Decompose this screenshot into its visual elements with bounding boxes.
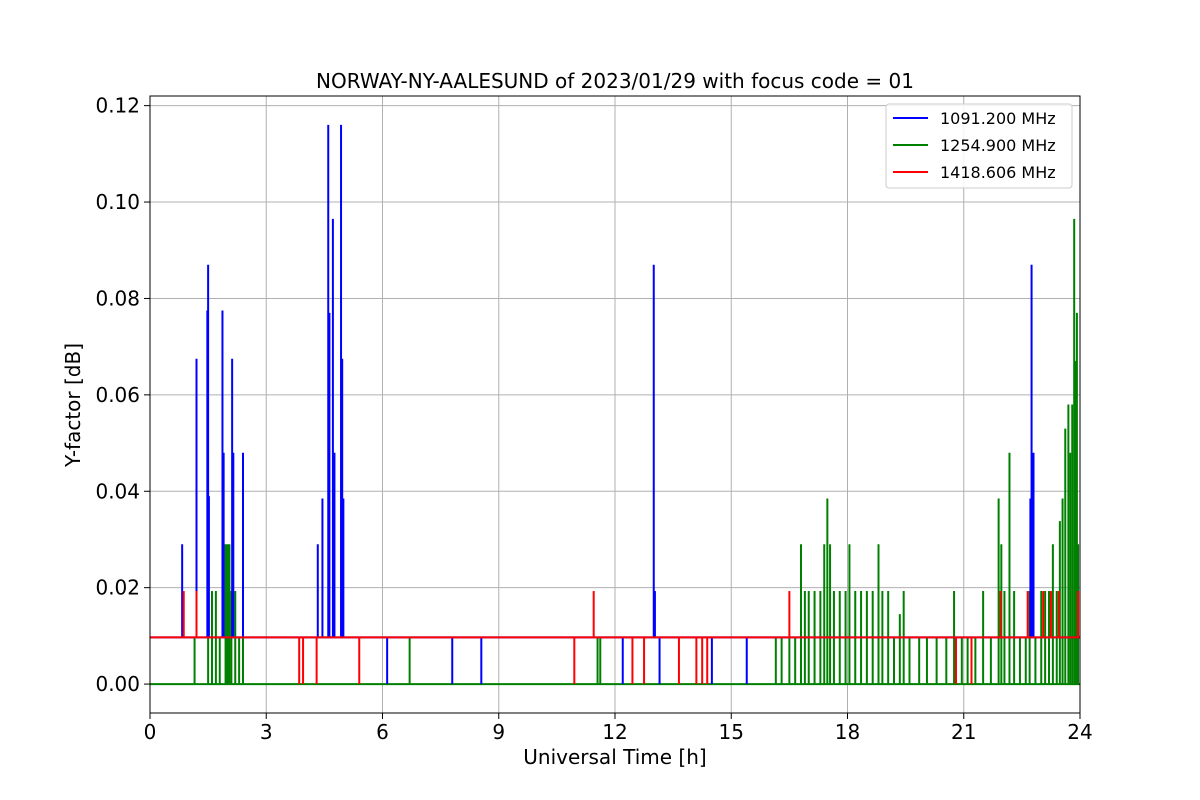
x-tick-label: 0 (144, 720, 157, 744)
y-axis: 0.00 0.02 0.04 0.06 0.08 0.10 0.12 (95, 94, 150, 696)
legend-label: 1254.900 MHz (940, 136, 1056, 155)
y-tick-label: 0.08 (95, 286, 140, 310)
chart-title: NORWAY-NY-AALESUND of 2023/01/29 with fo… (316, 69, 914, 93)
x-tick-label: 21 (951, 720, 976, 744)
y-tick-label: 0.12 (95, 94, 140, 118)
series-2 (150, 591, 1080, 685)
x-tick-label: 15 (719, 720, 744, 744)
legend: 1091.200 MHz 1254.900 MHz 1418.606 MHz (885, 103, 1073, 189)
y-tick-label: 0.02 (95, 576, 140, 600)
x-axis: 0 3 6 9 12 15 18 21 24 (144, 713, 1093, 744)
y-tick-label: 0.00 (95, 672, 140, 696)
y-tick-label: 0.06 (95, 383, 140, 407)
y-tick-label: 0.04 (95, 479, 140, 503)
x-tick-label: 6 (376, 720, 389, 744)
x-tick-label: 18 (835, 720, 860, 744)
x-tick-label: 24 (1067, 720, 1092, 744)
y-axis-label: Y-factor [dB] (61, 343, 85, 468)
x-tick-label: 12 (602, 720, 627, 744)
x-tick-label: 9 (492, 720, 505, 744)
x-axis-label: Universal Time [h] (523, 745, 706, 769)
legend-box (885, 103, 1073, 189)
legend-label: 1418.606 MHz (940, 163, 1056, 182)
series-group (150, 124, 1080, 686)
x-tick-label: 3 (260, 720, 273, 744)
legend-label: 1091.200 MHz (940, 109, 1056, 128)
y-tick-label: 0.10 (95, 190, 140, 214)
